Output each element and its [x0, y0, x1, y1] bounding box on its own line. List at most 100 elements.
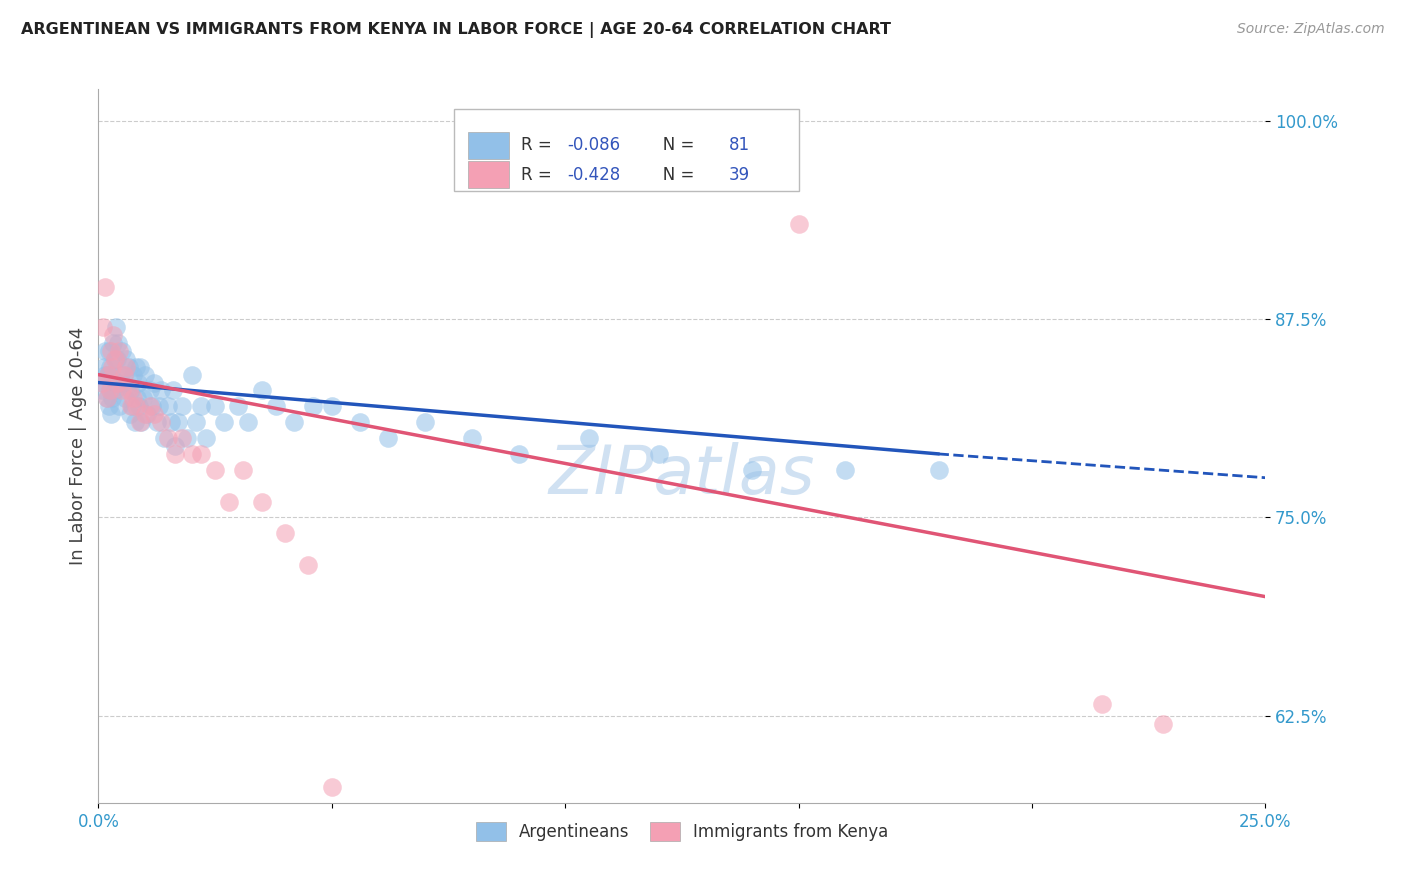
Point — [232, 463, 254, 477]
Text: N =: N = — [647, 166, 700, 184]
Point — [172, 400, 194, 414]
Point — [165, 447, 187, 461]
Point — [91, 320, 114, 334]
Point — [118, 384, 141, 398]
Point — [236, 415, 259, 429]
Point — [107, 335, 129, 350]
Point — [122, 392, 145, 406]
Point — [157, 400, 180, 414]
Point — [204, 400, 226, 414]
Text: N =: N = — [647, 136, 700, 154]
Point — [101, 359, 124, 374]
Point — [508, 447, 530, 461]
Point — [94, 343, 117, 358]
Point — [108, 343, 131, 358]
Point — [128, 400, 150, 414]
Point — [136, 407, 159, 421]
Point — [111, 384, 134, 398]
Point — [274, 526, 297, 541]
Point — [377, 431, 399, 445]
Text: ARGENTINEAN VS IMMIGRANTS FROM KENYA IN LABOR FORCE | AGE 20-64 CORRELATION CHAR: ARGENTINEAN VS IMMIGRANTS FROM KENYA IN … — [21, 22, 891, 38]
Point — [96, 392, 118, 406]
Point — [134, 407, 156, 421]
Point — [647, 447, 669, 461]
Point — [162, 384, 184, 398]
Point — [96, 392, 118, 406]
Point — [283, 415, 305, 429]
Point — [250, 494, 273, 508]
Point — [176, 431, 198, 445]
Text: R =: R = — [520, 166, 557, 184]
Point — [104, 351, 127, 366]
Point — [100, 407, 122, 421]
Point — [264, 400, 287, 414]
Point — [741, 463, 763, 477]
Point — [100, 343, 122, 358]
Point — [105, 376, 128, 390]
Point — [125, 392, 148, 406]
Point — [159, 415, 181, 429]
Point — [127, 376, 149, 390]
Text: -0.086: -0.086 — [568, 136, 620, 154]
Point — [94, 368, 117, 382]
Point — [250, 384, 273, 398]
Point — [132, 392, 155, 406]
Text: ZIPatlas: ZIPatlas — [548, 442, 815, 508]
Point — [129, 359, 152, 374]
Y-axis label: In Labor Force | Age 20-64: In Labor Force | Age 20-64 — [69, 326, 87, 566]
Point — [97, 343, 120, 358]
Point — [180, 447, 202, 461]
Point — [131, 415, 153, 429]
Point — [97, 400, 120, 414]
Point — [1152, 716, 1174, 731]
Point — [928, 463, 950, 477]
Point — [228, 400, 250, 414]
Point — [103, 328, 125, 343]
Point — [124, 415, 146, 429]
Point — [172, 431, 194, 445]
Point — [97, 368, 120, 382]
Point — [115, 359, 138, 374]
FancyBboxPatch shape — [468, 132, 509, 159]
Point — [112, 368, 135, 382]
Point — [1091, 698, 1114, 712]
Point — [349, 415, 371, 429]
Point — [94, 280, 117, 294]
Point — [91, 384, 114, 398]
Point — [98, 384, 121, 398]
Legend: Argentineans, Immigrants from Kenya: Argentineans, Immigrants from Kenya — [470, 815, 894, 848]
Point — [186, 415, 208, 429]
Point — [98, 359, 121, 374]
Point — [105, 376, 128, 390]
Point — [150, 384, 173, 398]
Point — [121, 400, 143, 414]
Point — [93, 359, 115, 374]
Point — [180, 368, 202, 382]
Point — [91, 376, 114, 390]
Point — [91, 376, 114, 390]
Point — [129, 415, 152, 429]
Point — [190, 400, 212, 414]
Point — [110, 368, 132, 382]
Point — [143, 376, 166, 390]
Text: -0.428: -0.428 — [568, 166, 621, 184]
Point — [143, 407, 166, 421]
Text: R =: R = — [520, 136, 557, 154]
Point — [125, 400, 148, 414]
Point — [139, 400, 162, 414]
Point — [834, 463, 856, 477]
Point — [787, 217, 810, 231]
Point — [103, 335, 125, 350]
FancyBboxPatch shape — [454, 109, 799, 191]
Point — [165, 439, 187, 453]
Point — [413, 415, 436, 429]
Point — [157, 431, 180, 445]
Point — [101, 368, 124, 382]
Point — [117, 384, 139, 398]
Point — [148, 400, 170, 414]
Point — [118, 359, 141, 374]
Point — [166, 415, 188, 429]
Point — [214, 415, 236, 429]
Point — [150, 415, 173, 429]
Point — [120, 384, 142, 398]
